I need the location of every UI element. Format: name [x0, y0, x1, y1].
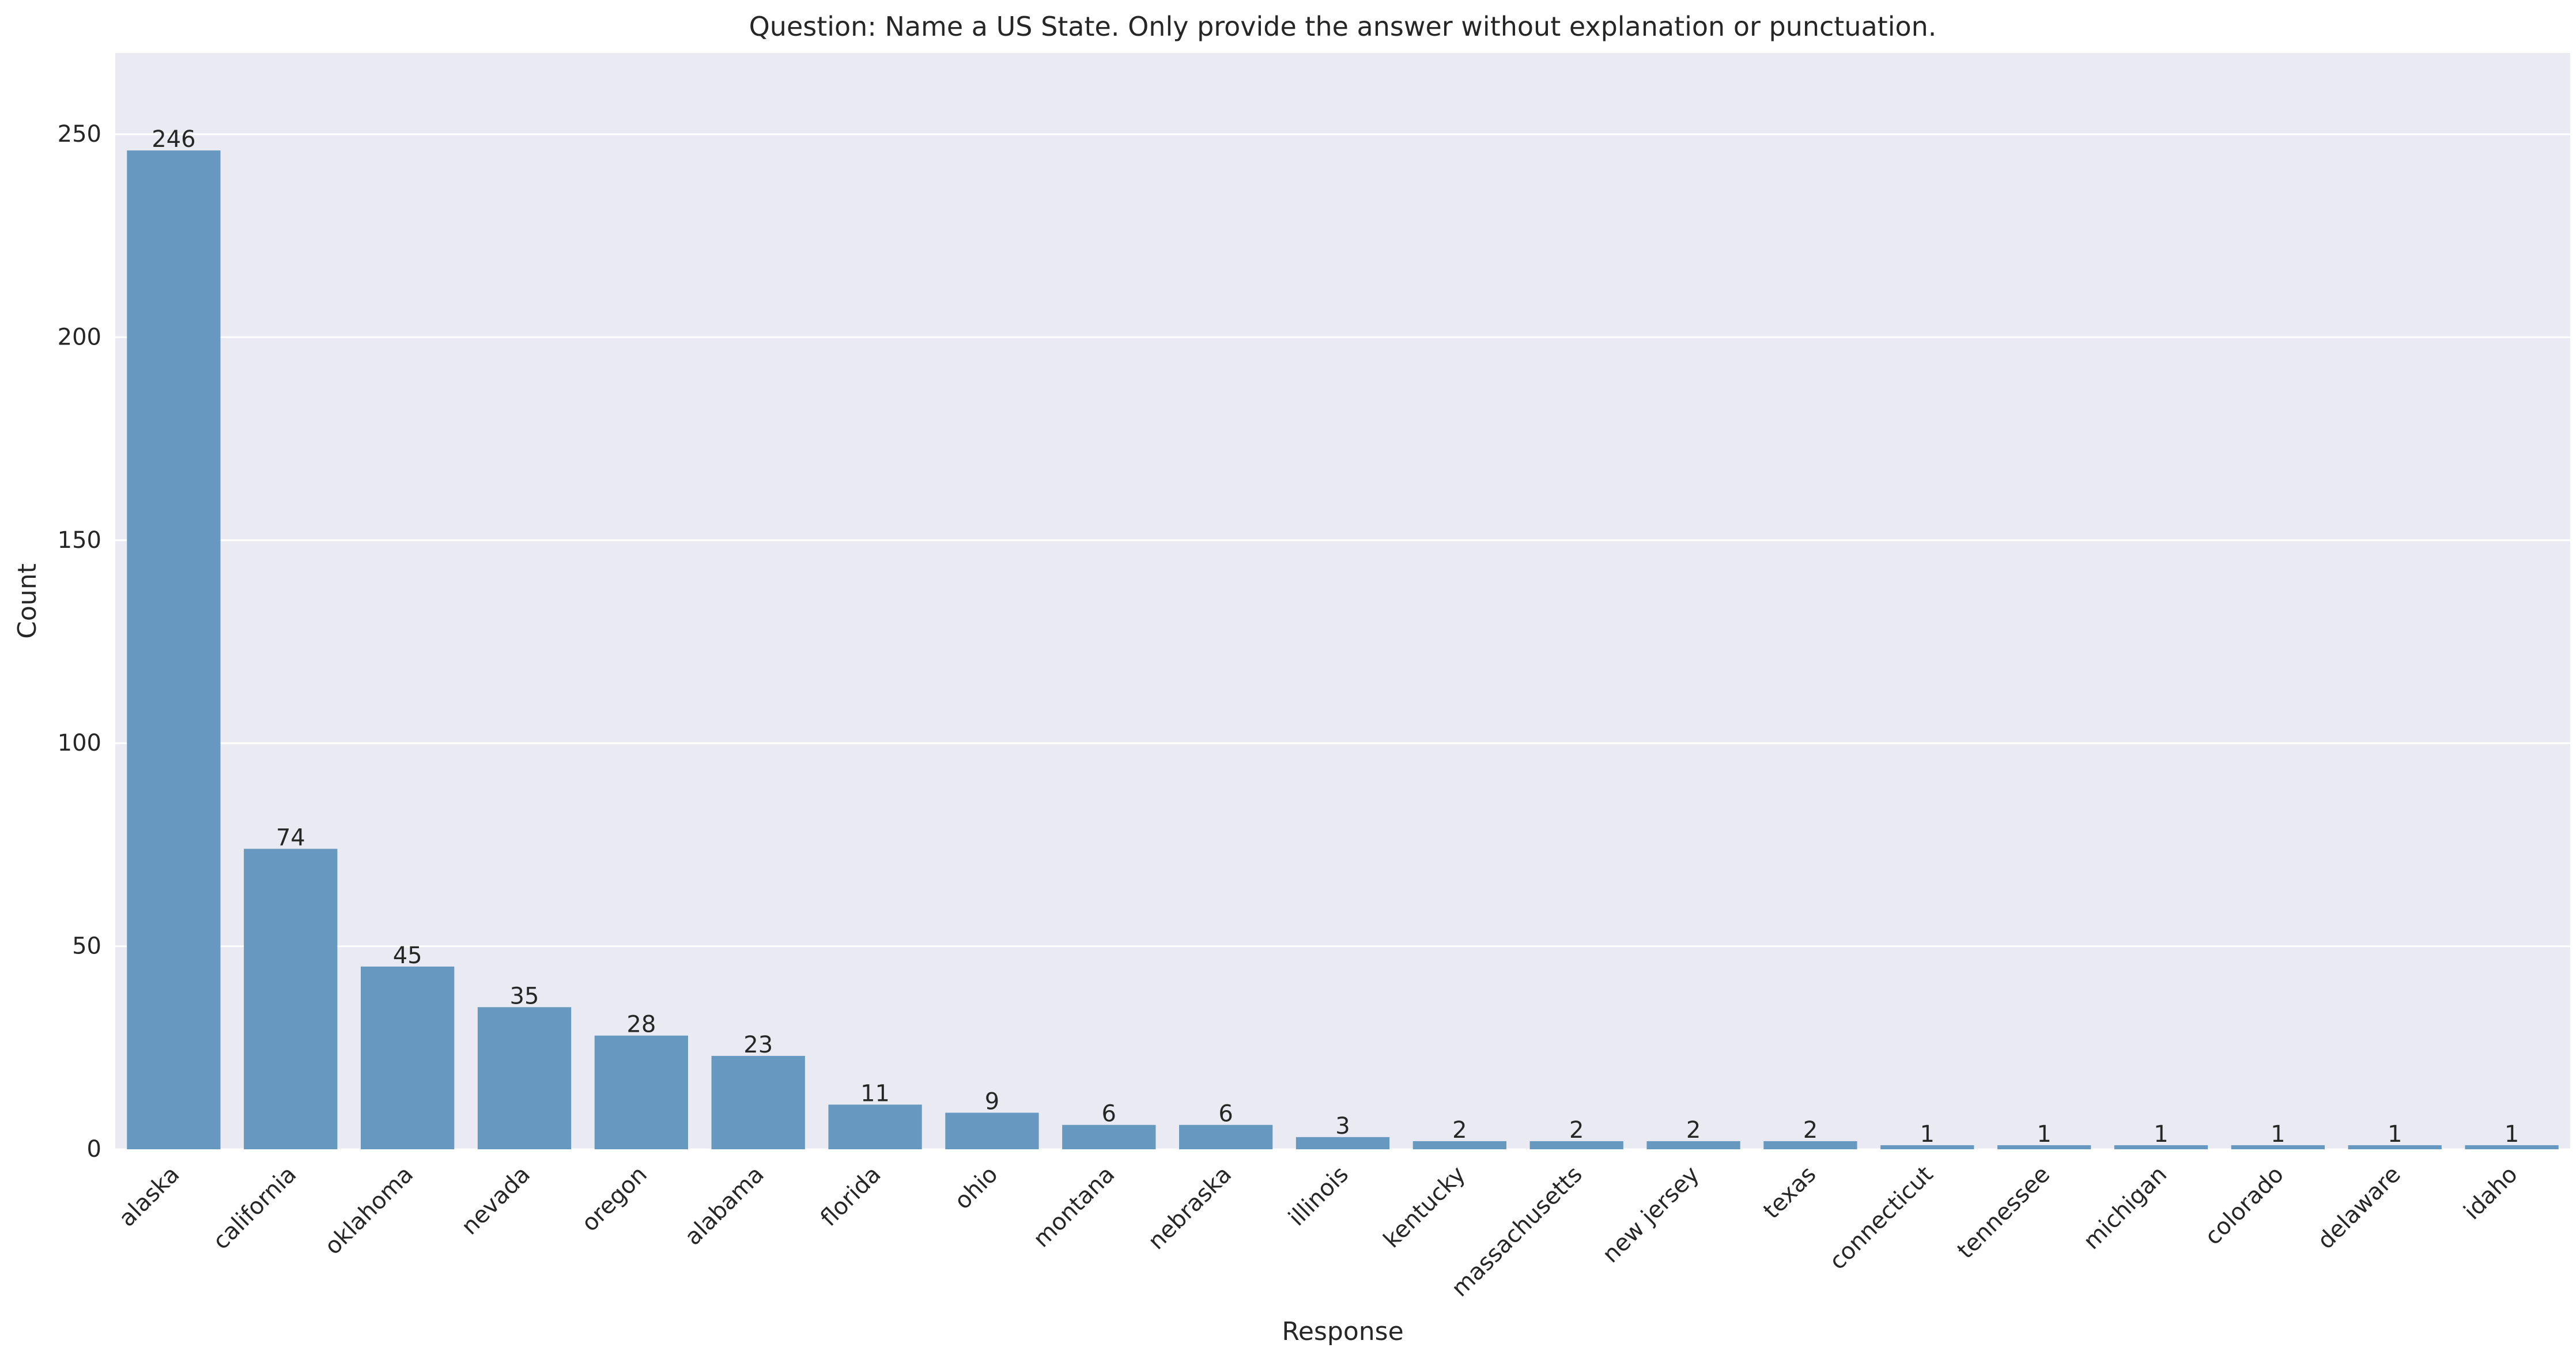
- bar: [244, 849, 338, 1149]
- bar: [477, 1007, 572, 1149]
- bar: [361, 966, 455, 1149]
- data-label: 35: [510, 983, 539, 1009]
- bar: [1062, 1125, 1156, 1149]
- x-tick-label: idaho: [2459, 1161, 2523, 1225]
- bar: [1529, 1141, 1623, 1149]
- bar: [828, 1104, 922, 1149]
- chart-title: Question: Name a US State. Only provide …: [749, 11, 1937, 42]
- bar: [1880, 1145, 1974, 1149]
- x-tick-label: illinois: [1283, 1161, 1354, 1232]
- plot-background: [115, 53, 2570, 1149]
- x-tick-label: alaska: [114, 1161, 184, 1232]
- data-label: 1: [2271, 1121, 2285, 1148]
- x-axis-label: Response: [1282, 1317, 1403, 1346]
- x-tick-label: delaware: [2313, 1161, 2406, 1255]
- data-label: 1: [2154, 1121, 2168, 1148]
- bars: [127, 150, 2559, 1150]
- data-label: 28: [626, 1012, 656, 1038]
- data-label: 6: [1218, 1101, 1233, 1127]
- data-label: 23: [743, 1032, 773, 1058]
- x-tick-label: montana: [1028, 1161, 1120, 1253]
- bar: [2465, 1145, 2559, 1149]
- x-tick-label: california: [208, 1161, 302, 1255]
- x-tick-label: oklahoma: [320, 1161, 419, 1260]
- data-label: 6: [1102, 1101, 1116, 1127]
- x-tick-label: colorado: [2200, 1161, 2289, 1251]
- bar: [2348, 1145, 2442, 1149]
- bar: [1646, 1141, 1740, 1149]
- x-tick-label: oregon: [576, 1161, 652, 1237]
- data-label: 3: [1335, 1113, 1350, 1139]
- bar: [1412, 1141, 1506, 1149]
- y-tick-labels: 0 50 100 150 200 250: [58, 121, 101, 1163]
- y-tick-label: 150: [58, 527, 101, 554]
- x-tick-label: nebraska: [1143, 1161, 1237, 1255]
- data-label: 2: [1803, 1117, 1818, 1144]
- bar: [711, 1055, 805, 1149]
- y-tick-label: 0: [87, 1136, 101, 1163]
- bar: [127, 150, 221, 1150]
- x-tick-label: new jersey: [1597, 1161, 1705, 1269]
- y-axis-label: Count: [13, 563, 42, 639]
- data-label: 9: [985, 1089, 999, 1115]
- data-label: 74: [276, 824, 305, 851]
- bar: [594, 1035, 688, 1149]
- data-label: 246: [152, 126, 195, 153]
- y-tick-label: 200: [58, 324, 101, 350]
- x-tick-labels: alaska california oklahoma nevada oregon alab…: [114, 1161, 2522, 1303]
- data-label: 2: [1569, 1117, 1584, 1144]
- x-tick-label: kentucky: [1378, 1161, 1471, 1254]
- data-label: 1: [2388, 1121, 2402, 1148]
- y-tick-label: 100: [58, 730, 101, 756]
- x-tick-label: florida: [815, 1161, 886, 1232]
- data-label: 45: [393, 942, 422, 969]
- bar: [1763, 1141, 1857, 1149]
- y-tick-label: 50: [72, 933, 101, 960]
- x-tick-label: nevada: [456, 1161, 535, 1240]
- bar: [945, 1112, 1039, 1149]
- bar: [2231, 1145, 2325, 1149]
- x-tick-label: connecticut: [1825, 1161, 1939, 1275]
- bar: [1179, 1125, 1273, 1149]
- x-tick-label: tennessee: [1952, 1161, 2056, 1264]
- bar: [1997, 1145, 2091, 1149]
- data-label: 1: [1920, 1121, 1935, 1148]
- data-label: 1: [2037, 1121, 2051, 1148]
- data-label: 11: [860, 1080, 890, 1107]
- x-tick-label: alabama: [680, 1161, 769, 1251]
- data-label: 2: [1452, 1117, 1467, 1144]
- bar: [1295, 1137, 1390, 1149]
- x-tick-label: michigan: [2079, 1161, 2172, 1255]
- bar: [2114, 1145, 2208, 1149]
- x-tick-label: ohio: [950, 1161, 1003, 1215]
- data-label: 2: [1686, 1117, 1701, 1144]
- x-tick-label: texas: [1758, 1161, 1821, 1224]
- data-label: 1: [2505, 1121, 2519, 1148]
- y-tick-label: 250: [58, 121, 101, 147]
